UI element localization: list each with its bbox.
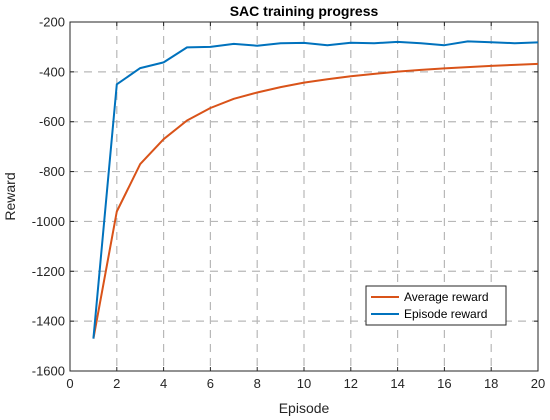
x-tick-label: 14 xyxy=(390,376,404,391)
x-tick-label: 2 xyxy=(113,376,120,391)
x-tick-label: 6 xyxy=(207,376,214,391)
legend-label-average-reward: Average reward xyxy=(404,290,489,304)
y-tick-label: -1600 xyxy=(32,364,65,379)
series-lines xyxy=(92,40,539,339)
x-tick-label: 8 xyxy=(254,376,261,391)
y-tick-label: -200 xyxy=(39,15,65,30)
chart-title: SAC training progress xyxy=(230,3,379,19)
x-tick-label: 20 xyxy=(531,376,545,391)
y-tick-label: -1200 xyxy=(32,264,65,279)
x-tick-label: 0 xyxy=(66,376,73,391)
y-tick-label: -800 xyxy=(39,164,65,179)
y-tick-label: -1400 xyxy=(32,314,65,329)
axis-ticks: 0 2 4 6 8 10 12 14 16 18 20 -1600 -1400 -1200 -1000 -80… xyxy=(32,15,545,392)
x-tick-label: 4 xyxy=(160,376,167,391)
series-line-average-reward xyxy=(92,62,539,339)
y-tick-label: -1000 xyxy=(32,214,65,229)
x-tick-label: 18 xyxy=(484,376,498,391)
series-line-episode-reward xyxy=(92,40,539,339)
legend-label-episode-reward: Episode reward xyxy=(404,307,487,321)
y-tick-label: -600 xyxy=(39,114,65,129)
x-tick-label: 10 xyxy=(297,376,311,391)
y-tick-label: -400 xyxy=(39,64,65,79)
x-tick-label: 16 xyxy=(437,376,451,391)
legend-box xyxy=(365,285,507,326)
x-axis-label: Episode xyxy=(279,400,330,416)
x-tick-label: 12 xyxy=(344,376,358,391)
legend: Average reward Episode reward xyxy=(365,285,507,326)
grid xyxy=(70,22,538,371)
y-axis-label: Reward xyxy=(2,172,18,220)
